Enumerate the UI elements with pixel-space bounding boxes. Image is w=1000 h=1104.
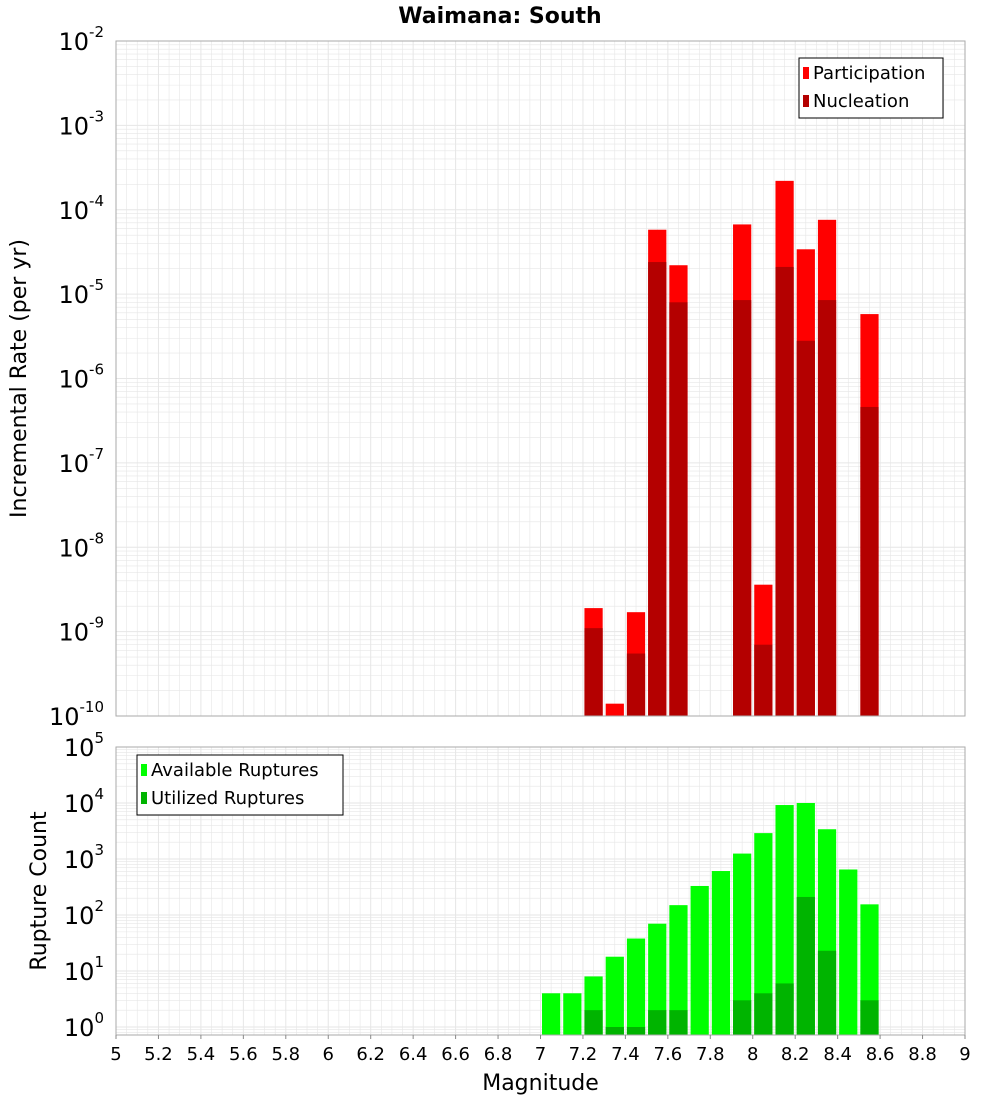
y-tick-label: 10-4 (58, 192, 104, 225)
x-tick-label: 7 (535, 1044, 546, 1065)
bar (605, 956, 624, 1035)
y-tick-label: 10-7 (58, 445, 104, 478)
bar (754, 833, 773, 1035)
bar (796, 896, 815, 1035)
rate-panel: 10-10 10-9 10-8 10-7 10-6 10-5 10-4 10-3 10-2 Inc… (7, 23, 966, 731)
x-tick-label: 5.8 (271, 1044, 300, 1065)
legend-swatch (141, 764, 147, 776)
plot-border (115, 40, 966, 717)
bar (648, 1010, 667, 1035)
x-tick-label: 9 (959, 1044, 970, 1065)
legend-swatch (803, 67, 809, 79)
y-tick-label: 102 (64, 897, 104, 930)
bar (626, 938, 646, 1035)
y-tick-label: 103 (64, 841, 104, 874)
x-tick-label: 6.8 (484, 1044, 513, 1065)
chart-title: Waimana: South (398, 4, 601, 29)
bar (754, 993, 773, 1035)
y-tick-label: 10-8 (58, 529, 104, 562)
legend-label: Available Ruptures (151, 760, 319, 781)
x-tick-label: 6.6 (441, 1044, 470, 1065)
legend: Participation Nucleation (798, 57, 944, 119)
x-tick-label: 8.6 (866, 1044, 895, 1065)
y-tick-label: 10-6 (58, 361, 104, 394)
x-tick-label: 6 (323, 1044, 334, 1065)
bar (754, 644, 773, 716)
legend-label: Nucleation (813, 91, 909, 112)
bar (711, 871, 731, 1035)
legend: Available Ruptures Utilized Ruptures (136, 754, 344, 816)
bar (584, 1010, 603, 1035)
rupture-count-panel: 100 101 102 103 104 105 Rupture Count Available… (27, 729, 971, 1096)
bar (669, 302, 688, 716)
x-tick-label: 8.4 (823, 1044, 852, 1065)
y-tick-label: 10-10 (49, 698, 104, 731)
bar (817, 950, 837, 1035)
bar (605, 703, 624, 716)
legend-swatch (141, 792, 147, 804)
bar (584, 628, 603, 716)
bar (648, 262, 667, 716)
bar (796, 340, 815, 716)
x-tick-label: 7.8 (696, 1044, 725, 1065)
bar (626, 1027, 646, 1035)
x-tick-label: 6.4 (399, 1044, 428, 1065)
x-tick-label: 7.4 (611, 1044, 640, 1065)
x-tick-label: 5.2 (144, 1044, 173, 1065)
y-tick-label: 10-3 (58, 107, 104, 140)
legend-label: Utilized Ruptures (151, 788, 304, 809)
bar (775, 266, 794, 716)
grid-lines (115, 40, 966, 717)
y-tick-label: 10-2 (58, 23, 104, 56)
x-tick-label: 8.2 (781, 1044, 810, 1065)
y-tick-label: 101 (64, 953, 104, 986)
x-tick-label: 7.6 (654, 1044, 683, 1065)
bar (860, 1000, 879, 1035)
bar (775, 805, 794, 1035)
x-tick-label: 5 (110, 1044, 121, 1065)
bar (542, 993, 561, 1035)
y-tick-label: 105 (64, 729, 104, 762)
bar (817, 300, 837, 716)
y-axis-label: Rupture Count (27, 811, 52, 971)
bar (775, 983, 794, 1035)
legend-swatch (803, 95, 809, 107)
y-tick-label: 104 (64, 785, 104, 818)
x-tick-label: 8 (747, 1044, 758, 1065)
bar (860, 406, 879, 716)
bar (605, 1027, 624, 1035)
x-tick-label: 7.2 (569, 1044, 598, 1065)
bar (669, 1010, 688, 1035)
legend-label: Participation (813, 63, 925, 84)
x-axis-label: Magnitude (482, 1071, 599, 1096)
bar (733, 853, 752, 1035)
bar (733, 1000, 752, 1035)
series-utilized-ruptures (584, 896, 879, 1035)
bar (648, 923, 667, 1035)
bar (626, 653, 646, 716)
bar (839, 869, 858, 1035)
bar (690, 885, 709, 1035)
legend-box (798, 57, 944, 119)
bar (733, 300, 752, 716)
x-tick-label: 5.4 (187, 1044, 216, 1065)
y-tick-label: 100 (64, 1009, 104, 1042)
y-tick-label: 10-5 (58, 276, 104, 309)
x-tick-label: 6.2 (356, 1044, 385, 1065)
series-nucleation (584, 262, 879, 716)
bar (669, 905, 688, 1035)
legend-box (136, 754, 344, 816)
y-tick-label: 10-9 (58, 614, 104, 647)
x-tick-label: 5.6 (229, 1044, 258, 1065)
y-axis-label: Incremental Rate (per yr) (7, 239, 32, 518)
x-tick-label: 8.8 (908, 1044, 937, 1065)
bar (563, 993, 582, 1035)
